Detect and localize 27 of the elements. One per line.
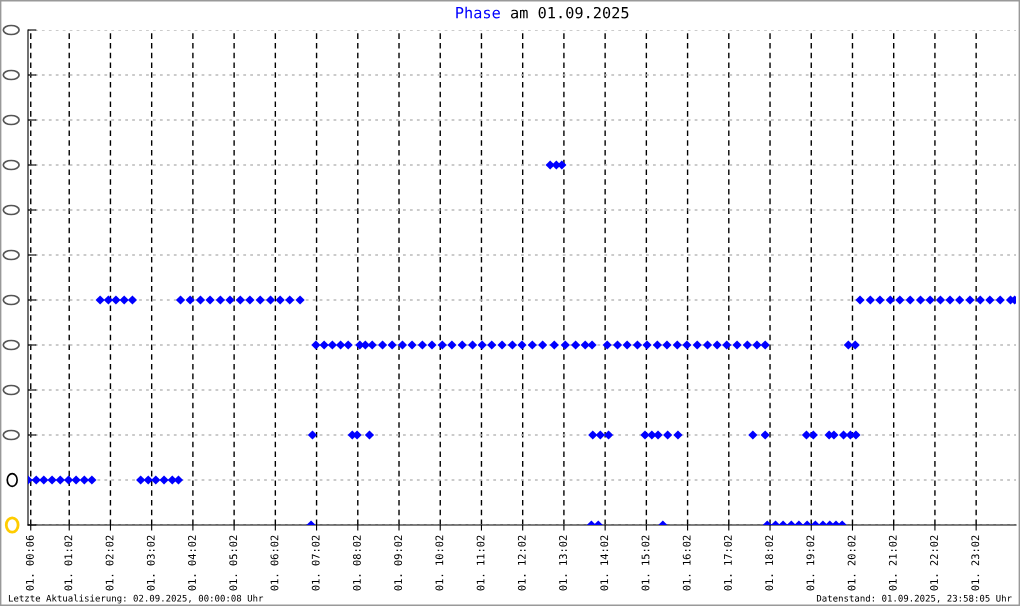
- x-tick-label: 01. 15:02: [641, 535, 650, 591]
- x-tick-label: 01. 12:02: [517, 535, 526, 591]
- x-tick-label: 01. 07:02: [311, 535, 320, 591]
- x-tick-label: 01. 19:02: [806, 535, 815, 591]
- x-tick-label: 01. 08:02: [352, 535, 361, 591]
- x-tick-label: 01. 13:02: [559, 535, 567, 591]
- x-tick-label: 01. 16:02: [682, 535, 691, 591]
- x-tick-label: 01. 21:02: [888, 535, 897, 591]
- x-tick-label: 01. 09:02: [394, 535, 403, 591]
- x-tick-label: 01. 01:02: [64, 535, 73, 591]
- x-tick-label: 01. 17:02: [723, 535, 732, 591]
- x-tick-label: 01. 10:02: [435, 535, 444, 591]
- x-tick-label: 01. 00:06: [25, 535, 34, 591]
- text: Datenstand: 01.09.2025, 23:58:05 Uhr: [816, 594, 1012, 603]
- x-tick-label: 01. 18:02: [765, 535, 774, 591]
- x-tick-label: 01. 06:02: [270, 535, 279, 591]
- x-tick-label: 01. 02:02: [105, 535, 114, 591]
- x-tick-label: 01. 22:02: [930, 535, 938, 591]
- x-tick-label: 01. 05:02: [229, 535, 238, 591]
- x-tick-label: 01. 04:02: [188, 535, 196, 591]
- x-tick-label: 01. 14:02: [600, 535, 609, 591]
- x-tick-label: 01. 11:02: [476, 535, 485, 591]
- text: Letzte Aktualisierung: 02.09.2025, 00:00:08 Uhr: [8, 594, 264, 604]
- x-tick-label: 01. 03:02: [146, 535, 155, 591]
- x-tick-label: 01. 23:02: [971, 535, 980, 591]
- x-tick-label: 01. 20:02: [847, 535, 856, 591]
- chart-title: Phase am 01.09.2025: [456, 6, 629, 19]
